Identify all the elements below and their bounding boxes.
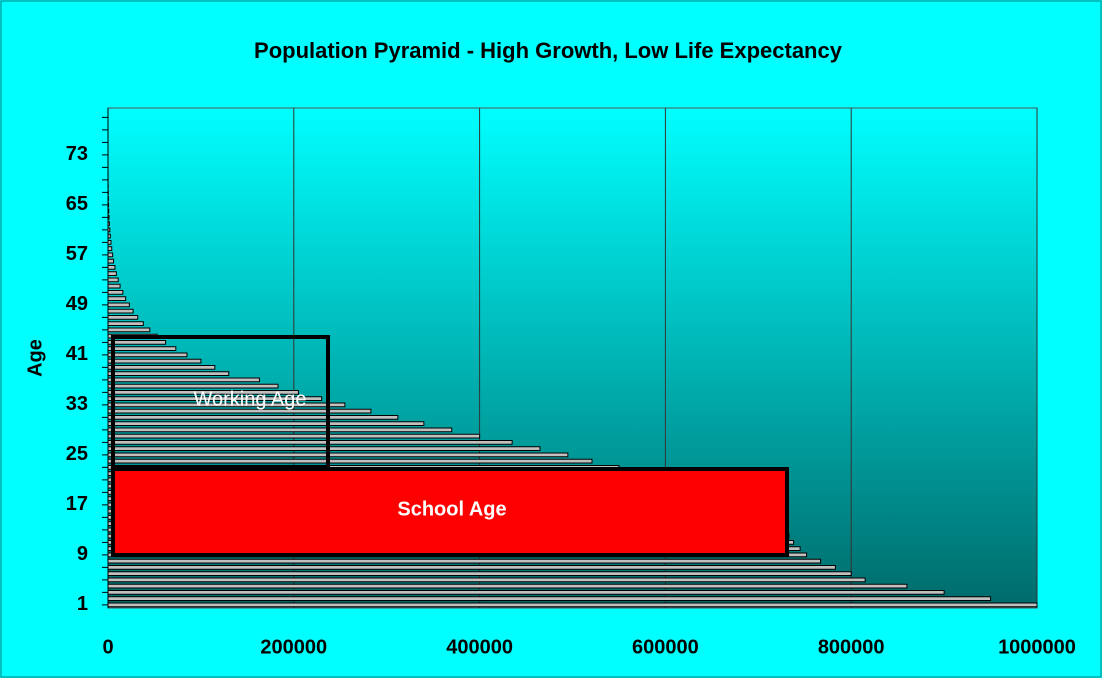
x-tick-label: 600000	[632, 636, 699, 658]
y-tick-label: 33	[66, 393, 88, 415]
bar	[107, 377, 260, 383]
bar	[107, 446, 541, 451]
y-tick-label: 25	[66, 443, 88, 465]
y-tick-label: 41	[66, 343, 88, 365]
bar	[107, 340, 167, 345]
x-tick-label: 400000	[446, 636, 513, 658]
bar	[107, 602, 1038, 608]
bar	[107, 565, 836, 570]
bar	[107, 296, 127, 301]
bar	[107, 315, 139, 320]
bar	[107, 427, 453, 433]
x-tick-label: 200000	[260, 636, 327, 658]
bar	[107, 308, 134, 314]
bar	[107, 433, 481, 439]
bar	[107, 321, 144, 326]
bar	[107, 352, 188, 358]
bar	[107, 252, 114, 258]
annotations: Working Age School Age	[111, 335, 789, 557]
bar	[107, 577, 866, 583]
chart-title: Population Pyramid - High Growth, Low Li…	[254, 38, 843, 63]
y-tick-label: 49	[66, 293, 88, 315]
bar	[107, 415, 399, 420]
y-tick-label: 57	[66, 243, 88, 265]
x-tick-label: 800000	[818, 636, 885, 658]
bar	[107, 365, 216, 370]
y-tick-label: 65	[66, 193, 88, 215]
bar	[107, 440, 513, 445]
bar	[107, 277, 119, 283]
bar	[107, 571, 852, 576]
bar	[107, 458, 593, 464]
bar	[107, 358, 202, 364]
bar	[107, 246, 113, 251]
y-tick-label: 73	[66, 143, 88, 165]
bar	[107, 371, 230, 376]
bar	[107, 583, 908, 589]
bar	[107, 283, 121, 289]
y-tick-label: 9	[77, 543, 88, 565]
bar	[107, 421, 425, 426]
annotation: Working Age	[193, 388, 306, 410]
bar	[107, 271, 117, 276]
bar	[107, 290, 124, 295]
x-tick-label: 0	[102, 636, 113, 658]
x-tick-label: 1000000	[998, 636, 1076, 658]
bar	[107, 596, 992, 601]
bar	[107, 590, 945, 595]
bar	[107, 258, 115, 264]
bar	[107, 346, 177, 351]
bar	[107, 302, 130, 308]
bar	[107, 265, 116, 270]
annotation: School Age	[397, 498, 506, 520]
bar	[107, 327, 151, 333]
y-axis-label: Age	[24, 339, 46, 377]
y-tick-label: 1	[77, 593, 88, 615]
y-tick-label: 17	[66, 493, 88, 515]
school-age-box	[111, 467, 789, 557]
bar	[107, 558, 822, 564]
bar	[107, 452, 569, 458]
